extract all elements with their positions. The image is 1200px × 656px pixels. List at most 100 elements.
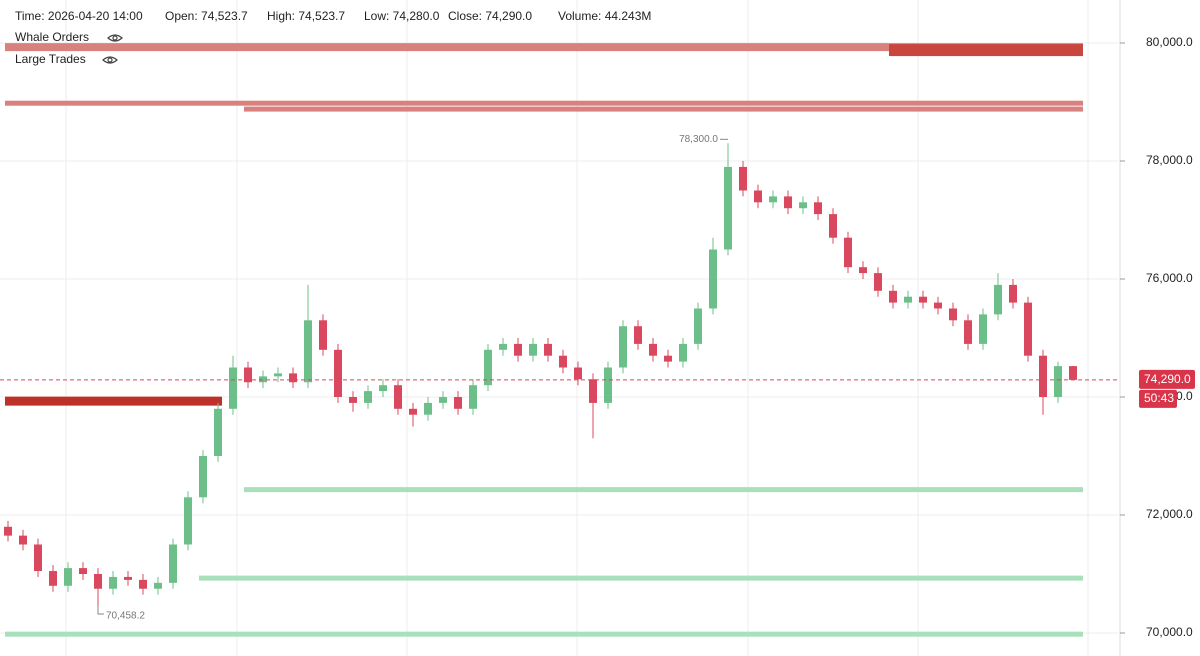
candle-body — [664, 355, 672, 362]
header: Time: 2026-04-20 14:00 Open: 74,523.7 Hi… — [15, 9, 651, 66]
candle-body — [49, 571, 57, 586]
candle-body — [634, 326, 642, 344]
candle-body — [934, 302, 942, 309]
candle-body — [1009, 284, 1017, 303]
candle-body — [874, 273, 882, 291]
candle-body — [409, 408, 417, 415]
candle-body — [274, 373, 282, 377]
candle-body — [394, 385, 402, 409]
candle-body — [1054, 366, 1062, 397]
candle-body — [184, 497, 192, 545]
candle-body — [799, 202, 807, 209]
order-level — [5, 631, 1083, 637]
candle-body — [739, 166, 747, 191]
header-volume: Volume: 44.243M — [558, 9, 651, 23]
candle-body — [259, 376, 267, 383]
indicator-name[interactable]: Large Trades — [15, 52, 86, 66]
candle-body — [754, 190, 762, 203]
candle-body — [949, 308, 957, 321]
candle-body — [514, 343, 522, 356]
levels — [5, 43, 1083, 637]
candle-body — [919, 296, 927, 303]
eye-icon[interactable] — [107, 34, 123, 42]
candle-body — [289, 373, 297, 383]
candle-body — [994, 284, 1002, 315]
candle-body — [499, 343, 507, 350]
overlay: 78,300.0 70,458.2 — [0, 134, 1120, 622]
candles — [4, 143, 1077, 606]
candle-body — [19, 535, 27, 545]
header-open: Open: 74,523.7 — [165, 9, 248, 23]
candle-body — [784, 196, 792, 209]
candle-body — [4, 526, 12, 536]
countdown-label: 50:43 — [1144, 391, 1174, 405]
candle-body — [589, 379, 597, 403]
eye-icon[interactable] — [102, 56, 118, 64]
order-level — [5, 100, 1083, 106]
candle-body — [979, 314, 987, 344]
order-level — [244, 487, 1083, 493]
candle-body — [544, 343, 552, 356]
candle-body — [1024, 302, 1032, 356]
candle-body — [199, 455, 207, 498]
candle-body — [679, 343, 687, 362]
candle-body — [694, 308, 702, 344]
candle-body — [244, 367, 252, 383]
candle-body — [64, 568, 72, 586]
candle-body — [109, 576, 117, 589]
candle-body — [574, 367, 582, 380]
candle-body — [364, 391, 372, 403]
countdown-tag — [1139, 389, 1177, 408]
header-low: Low: 74,280.0 — [364, 9, 440, 23]
candle-body — [169, 544, 177, 583]
order-level — [5, 396, 222, 406]
indicator-name[interactable]: Whale Orders — [15, 30, 89, 44]
candle-body — [724, 166, 732, 250]
candle-body — [304, 320, 312, 383]
candle-body — [484, 349, 492, 386]
candle-body — [154, 582, 162, 589]
candle-body — [709, 249, 717, 309]
header-time: Time: 2026-04-20 14:00 — [15, 9, 143, 23]
h-grid — [0, 42, 1125, 634]
y-tick-label: 80,000.0 — [1146, 35, 1193, 49]
candle-body — [619, 326, 627, 368]
y-tick-label: 72,000.0 — [1146, 507, 1193, 521]
candle-body — [139, 579, 147, 589]
candle-body — [229, 367, 237, 409]
candle-body — [1069, 366, 1077, 380]
last-price-tag — [1139, 369, 1195, 389]
candle-body — [1039, 355, 1047, 397]
order-level — [889, 44, 1083, 57]
candle-body — [964, 320, 972, 344]
candle-body — [454, 396, 462, 409]
candle-body — [94, 573, 102, 589]
candle-body — [379, 385, 387, 392]
candle-body — [79, 568, 87, 574]
y-tick-label: 78,000.0 — [1146, 153, 1193, 167]
order-level — [5, 43, 1083, 52]
candle-body — [814, 202, 822, 215]
candle-body — [769, 196, 777, 203]
header-high: High: 74,523.7 — [267, 9, 345, 23]
candle-body — [529, 343, 537, 356]
last-price-label: 74,290.0 — [1144, 372, 1191, 386]
candle-body — [424, 402, 432, 415]
header-close: Close: 74,290.0 — [448, 9, 532, 23]
candle-body — [844, 237, 852, 268]
candle-body — [469, 385, 477, 409]
y-tick-label: 70,000.0 — [1146, 625, 1193, 639]
candle-body — [829, 214, 837, 238]
order-level — [244, 106, 1083, 112]
y-tick-label: 76,000.0 — [1146, 271, 1193, 285]
candle-body — [349, 396, 357, 403]
price-annotation: 70,458.2 — [106, 611, 145, 622]
order-level — [199, 575, 1083, 581]
candle-body — [439, 396, 447, 403]
price-annotation: 78,300.0 — [679, 134, 718, 145]
candle-body — [559, 355, 567, 368]
candle-body — [889, 290, 897, 303]
v-grid — [65, 0, 1121, 656]
candle-body — [649, 343, 657, 356]
candle-body — [904, 296, 912, 303]
